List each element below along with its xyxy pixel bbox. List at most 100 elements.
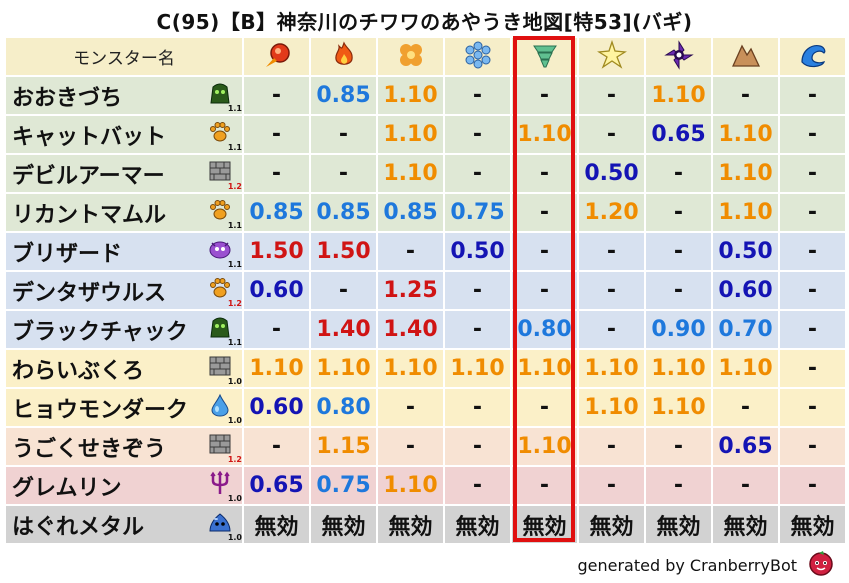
resistance-value-explosion: 無効 xyxy=(378,506,443,543)
monster-name: デンタザウルス xyxy=(12,280,167,306)
wind-icon xyxy=(512,38,577,75)
resistance-value-ice: 0.50 xyxy=(445,233,510,270)
resistance-value-earth: 1.10 xyxy=(713,350,778,387)
monster-level: 1.1 xyxy=(227,143,242,152)
resistance-value-fire-ball: 0.65 xyxy=(244,467,309,504)
resistance-value-water: - xyxy=(780,311,845,348)
flame-icon xyxy=(311,38,376,75)
resistance-value-lightning: 無効 xyxy=(579,506,644,543)
resistance-value-dark: - xyxy=(646,155,711,192)
monster-name: ヒョウモンダーク xyxy=(12,397,189,423)
footer-credit: generated by CranberryBot xyxy=(577,556,797,575)
monster-name: リカントマムル xyxy=(12,202,167,228)
resistance-value-lightning: - xyxy=(579,77,644,114)
monster-name: わらいぶくろ xyxy=(12,358,145,384)
resistance-value-fire-ball: 0.85 xyxy=(244,194,309,231)
table-row: ヒョウモンダーク 1.0 0.60 0.80- - -1.10 1.10- - xyxy=(6,389,845,426)
resistance-value-fire-ball: 無効 xyxy=(244,506,309,543)
demon-icon xyxy=(208,237,232,261)
resistance-value-lightning: - xyxy=(579,272,644,309)
monster-name: はぐれメタル xyxy=(12,514,145,540)
resistance-value-ice: - xyxy=(445,155,510,192)
paw-icon xyxy=(208,198,232,222)
monster-level: 1.0 xyxy=(227,494,242,503)
resistance-table: モンスター名 xyxy=(4,36,847,545)
resistance-value-explosion: 1.40 xyxy=(378,311,443,348)
resistance-value-explosion: 1.10 xyxy=(378,155,443,192)
resistance-value-flame: 0.85 xyxy=(311,77,376,114)
resistance-value-ice: 0.75 xyxy=(445,194,510,231)
table-header-row: モンスター名 xyxy=(6,38,845,75)
water-icon xyxy=(780,38,845,75)
resistance-value-dark: 1.10 xyxy=(646,77,711,114)
resistance-value-wind: - xyxy=(512,194,577,231)
resistance-value-fire-ball: - xyxy=(244,116,309,153)
table-row: おおきづち 1.1-0.85 1.10- - -1.10- - xyxy=(6,77,845,114)
monster-name-cell: デビルアーマー 1.2 xyxy=(6,155,242,192)
paw-icon xyxy=(208,276,232,300)
monster-name: キャットバット xyxy=(12,124,167,150)
monster-name-cell: デンタザウルス 1.2 xyxy=(6,272,242,309)
resistance-value-fire-ball: - xyxy=(244,311,309,348)
resistance-value-dark: - xyxy=(646,233,711,270)
resistance-value-wind: - xyxy=(512,155,577,192)
monster-level: 1.0 xyxy=(227,416,242,425)
monster-name: ブラックチャック xyxy=(12,319,188,345)
resistance-value-water: - xyxy=(780,272,845,309)
slime-icon xyxy=(208,81,232,105)
material-icon xyxy=(208,432,232,456)
resistance-value-dark: - xyxy=(646,428,711,465)
resistance-value-explosion: 1.25 xyxy=(378,272,443,309)
resistance-value-dark: 0.65 xyxy=(646,116,711,153)
monster-name-cell: わらいぶくろ 1.0 xyxy=(6,350,242,387)
resistance-value-earth: 0.70 xyxy=(713,311,778,348)
monster-level: 1.0 xyxy=(227,533,242,542)
table-row: はぐれメタル 1.0 無効 無効 無効 無効 無効 無効 無効 無効 無効 xyxy=(6,506,845,543)
resistance-value-ice: - xyxy=(445,77,510,114)
trident-icon xyxy=(208,470,232,495)
material-icon xyxy=(208,354,232,378)
monster-name: ブリザード xyxy=(12,241,123,267)
resistance-value-water: - xyxy=(780,428,845,465)
resistance-value-explosion: 1.10 xyxy=(378,116,443,153)
page-title: C(95)【B】神奈川のチワワのあやうき地図[特53](バギ) xyxy=(156,10,693,34)
resistance-value-wind: - xyxy=(512,467,577,504)
monster-name: グレムリン xyxy=(12,475,122,501)
resistance-value-water: - xyxy=(780,467,845,504)
monster-level: 1.1 xyxy=(227,221,242,230)
monster-level: 1.2 xyxy=(227,455,242,464)
resistance-value-earth: 無効 xyxy=(713,506,778,543)
drop-icon xyxy=(208,393,232,417)
monster-level: 1.2 xyxy=(227,182,242,191)
resistance-value-wind: 1.10 xyxy=(512,350,577,387)
resistance-value-fire-ball: - xyxy=(244,155,309,192)
resistance-value-flame: - xyxy=(311,155,376,192)
resistance-value-dark: - xyxy=(646,272,711,309)
resistance-value-explosion: 1.10 xyxy=(378,350,443,387)
resistance-value-lightning: 1.10 xyxy=(579,389,644,426)
resistance-value-flame: - xyxy=(311,116,376,153)
resistance-value-water: - xyxy=(780,350,845,387)
monster-name: デビルアーマー xyxy=(12,163,165,189)
resistance-value-lightning: - xyxy=(579,311,644,348)
resistance-value-wind: 0.80 xyxy=(512,311,577,348)
resistance-value-flame: 1.10 xyxy=(311,350,376,387)
resistance-value-lightning: 0.50 xyxy=(579,155,644,192)
resistance-value-flame: 1.50 xyxy=(311,233,376,270)
ice-icon xyxy=(445,38,510,75)
resistance-value-explosion: 1.10 xyxy=(378,467,443,504)
resistance-value-earth: - xyxy=(713,77,778,114)
resistance-value-water: - xyxy=(780,77,845,114)
resistance-value-fire-ball: - xyxy=(244,428,309,465)
resistance-value-water: - xyxy=(780,389,845,426)
resistance-value-flame: 1.15 xyxy=(311,428,376,465)
resistance-value-fire-ball: 1.50 xyxy=(244,233,309,270)
resistance-value-dark: 1.10 xyxy=(646,350,711,387)
monster-name-cell: キャットバット 1.1 xyxy=(6,116,242,153)
resistance-value-ice: - xyxy=(445,389,510,426)
resistance-value-earth: 1.10 xyxy=(713,194,778,231)
slime-icon xyxy=(208,315,232,339)
resistance-value-dark: 無効 xyxy=(646,506,711,543)
resistance-value-ice: - xyxy=(445,116,510,153)
material-icon xyxy=(208,159,232,183)
